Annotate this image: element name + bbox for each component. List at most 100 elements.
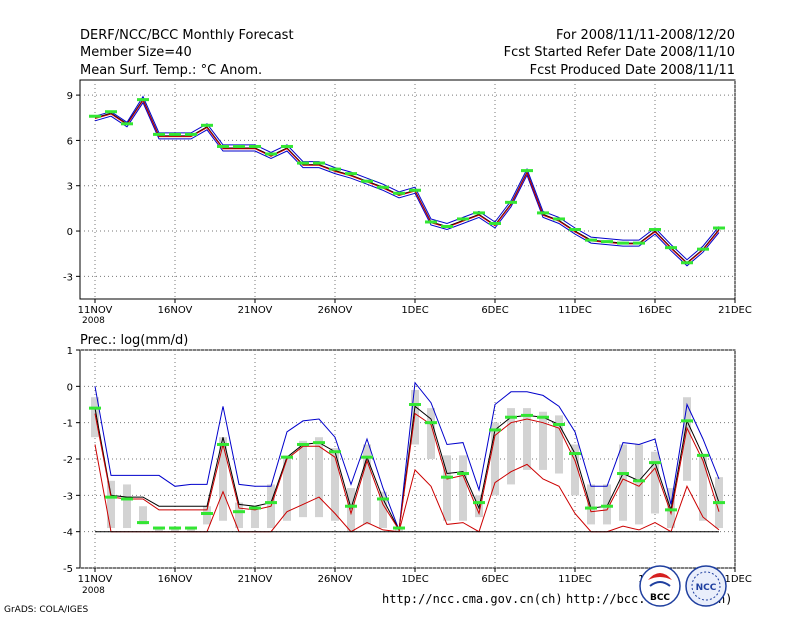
spread-bar-29 [555, 415, 563, 474]
observed-marker-12 [281, 144, 293, 148]
bcc-logo-swirl-icon [648, 573, 672, 580]
observed-marker-30 [569, 228, 581, 232]
y-tick-label-5: 0 [67, 382, 73, 393]
spread-bar-2 [123, 484, 131, 529]
x-tick-label-1: 16NOV [158, 574, 193, 585]
spread-bar-30 [571, 444, 579, 496]
spread-bar-12 [283, 455, 291, 521]
precipitation-series [94, 381, 720, 533]
spread-bar-32 [603, 484, 611, 525]
observed-marker-1 [105, 495, 117, 499]
observed-marker-8 [217, 144, 229, 148]
ncc-url-link[interactable]: http://ncc.cma.gov.cn(ch) [382, 592, 563, 606]
observed-marker-35 [649, 228, 661, 232]
spread-bar-34 [635, 444, 643, 525]
observed-marker-30 [569, 452, 581, 456]
bcc-logo-text: BCC [650, 593, 670, 603]
observed-marker-16 [345, 504, 357, 508]
observed-marker-11 [265, 501, 277, 505]
observed-marker-38 [697, 247, 709, 251]
spread-bar-14 [315, 437, 323, 518]
observed-marker-22 [441, 225, 453, 229]
bcc-url-link[interactable]: http://bcc.c [566, 592, 653, 606]
observed-marker-33 [617, 472, 629, 476]
observed-marker-31 [585, 506, 597, 510]
spread-bar-28 [539, 411, 547, 470]
series-line-upper [94, 95, 720, 261]
observed-marker-28 [537, 415, 549, 419]
x-tick-label-7: 16DEC [638, 305, 672, 316]
observed-marker-20 [409, 188, 421, 192]
observed-marker-20 [409, 403, 421, 406]
observed-marker-38 [697, 453, 709, 457]
observed-marker-15 [329, 450, 341, 454]
observed-marker-24 [473, 211, 485, 215]
y-tick-label-0: -3 [63, 272, 73, 283]
spread-bar-13 [299, 440, 307, 518]
observed-marker-34 [633, 241, 645, 245]
grads-credit: GrADS: COLA/IGES [4, 605, 88, 615]
temperature-x-axis: 11NOV 16NOV 21NOV 26NOV 1DEC 6DEC 11DEC 16DEC 21… [78, 299, 752, 316]
observed-marker-23 [457, 472, 469, 476]
spread-bar-4 [155, 528, 163, 532]
observed-marker-14 [313, 441, 325, 445]
x-tick-label-0: 11NOV [78, 574, 113, 585]
spread-bar-8 [219, 437, 227, 521]
spread-bar-33 [619, 444, 627, 521]
observed-marker-19 [393, 191, 405, 195]
temperature-plot-frame [79, 79, 736, 300]
observed-marker-18 [377, 185, 389, 189]
observed-marker-21 [425, 220, 437, 224]
temperature-year-label: 2008 [82, 316, 105, 326]
observed-marker-39 [713, 226, 725, 230]
spread-bar-15 [331, 448, 339, 521]
observed-marker-9 [233, 144, 245, 148]
observed-marker-4 [153, 132, 165, 136]
observed-marker-17 [361, 455, 373, 459]
bcc-logo: BCC [639, 565, 681, 607]
x-tick-label-3: 26NOV [318, 305, 353, 316]
observed-marker-37 [681, 261, 693, 265]
x-tick-label-2: 21NOV [238, 305, 273, 316]
spread-bar-7 [203, 506, 211, 525]
observed-marker-6 [185, 132, 197, 136]
observed-marker-32 [601, 504, 613, 508]
header-period: For 2008/11/11-2008/12/20 [556, 28, 735, 43]
precipitation-panel: Prec.: log(mm/d) -5 -4 -3 -2 -1 0 1 11NOV 16NOV… [63, 333, 752, 596]
observed-marker-27 [521, 413, 533, 417]
spread-bar-16 [347, 488, 355, 532]
y-tick-label-6: 1 [67, 346, 73, 357]
observed-marker-33 [617, 241, 629, 245]
observed-marker-22 [441, 475, 453, 479]
observed-marker-25 [489, 428, 501, 432]
ncc-logo-inner-ring [691, 571, 721, 601]
temperature-series [94, 95, 720, 267]
observed-marker-5 [169, 132, 181, 136]
x-tick-label-4: 1DEC [401, 305, 428, 316]
spread-bar-18 [379, 491, 387, 529]
observed-marker-4 [153, 526, 165, 530]
observed-marker-29 [553, 217, 565, 221]
y-tick-label-4: 9 [67, 91, 73, 102]
header-variable: Mean Surf. Temp.: °C Anom. [80, 63, 262, 78]
spread-bar-23 [459, 455, 467, 521]
observed-marker-6 [185, 526, 197, 530]
x-tick-label-8: 21DEC [718, 305, 752, 316]
header-start-date: Fcst Started Refer Date 2008/11/10 [504, 45, 735, 60]
x-tick-label-3: 26NOV [318, 574, 353, 585]
temperature-y-axis: -3 0 3 6 9 [63, 91, 80, 283]
bcc-logo-ring [639, 565, 681, 607]
observed-marker-0 [89, 406, 101, 410]
series-line-max [94, 381, 720, 531]
ncc-logo-text: NCC [696, 583, 717, 593]
header-produced-date: Fcst Produced Date 2008/11/11 [530, 63, 735, 78]
x-tick-label-0: 11NOV [78, 305, 113, 316]
series-line-lower [94, 101, 720, 267]
x-tick-label-6: 11DEC [558, 305, 592, 316]
spread-bar-10 [251, 506, 259, 529]
observed-marker-13 [297, 161, 309, 165]
x-tick-label-2: 21NOV [238, 574, 273, 585]
spread-bar-37 [683, 397, 691, 481]
ncc-logo: NCC [685, 565, 727, 607]
x-tick-label-4: 1DEC [401, 574, 428, 585]
